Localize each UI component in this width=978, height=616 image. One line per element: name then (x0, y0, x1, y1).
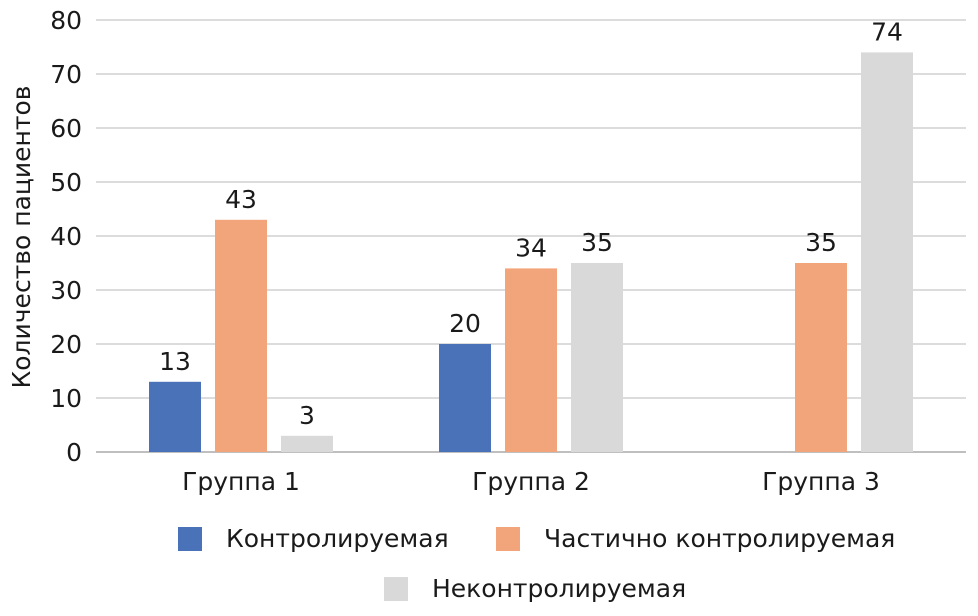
bar (571, 263, 623, 452)
bar (439, 344, 491, 452)
legend-item-controlled: Контролируемая (178, 524, 449, 553)
y-tick-label: 30 (50, 276, 82, 305)
y-tick-label: 50 (50, 168, 82, 197)
data-labels: 13 43 3 20 34 35 35 74 (159, 17, 903, 429)
data-label: 35 (805, 228, 837, 257)
legend-label-controlled: Контролируемая (226, 524, 449, 553)
x-axis-categories: Группа 1 Группа 2 Группа 3 (182, 467, 880, 496)
legend-label-uncontrolled: Неконтролируемая (432, 574, 687, 603)
y-axis-label: Количество пациентов (7, 86, 36, 389)
legend-swatch-controlled (178, 526, 202, 551)
data-label: 34 (515, 233, 547, 262)
data-label: 3 (299, 401, 315, 430)
data-label: 74 (871, 17, 903, 46)
y-tick-label: 80 (50, 6, 82, 35)
y-tick-label: 0 (66, 438, 82, 467)
legend-item-uncontrolled: Неконтролируемая (384, 574, 686, 603)
bar (795, 263, 847, 452)
data-label: 43 (225, 185, 257, 214)
bar (861, 52, 913, 453)
x-category-label: Группа 3 (762, 467, 880, 496)
bar (149, 381, 201, 452)
y-tick-label: 40 (50, 222, 82, 251)
data-label: 20 (449, 309, 481, 338)
y-axis-ticks: 0 10 20 30 40 50 60 70 80 (50, 6, 82, 467)
y-tick-label: 60 (50, 114, 82, 143)
y-tick-label: 20 (50, 330, 82, 359)
legend-swatch-uncontrolled (384, 576, 408, 601)
legend-item-partially-controlled: Частично контролируемая (496, 524, 895, 553)
bars (149, 52, 913, 453)
x-category-label: Группа 2 (472, 467, 590, 496)
y-tick-label: 10 (50, 384, 82, 413)
y-tick-label: 70 (50, 60, 82, 89)
legend-label-partially-controlled: Частично контролируемая (544, 524, 896, 553)
bar (215, 219, 267, 452)
bar (281, 435, 333, 452)
data-label: 13 (159, 347, 191, 376)
bar-chart: 0 10 20 30 40 50 60 70 80 13 43 3 20 34 35 35 74 Группа… (7, 6, 966, 496)
x-category-label: Группа 1 (182, 467, 300, 496)
data-label: 35 (581, 228, 613, 257)
legend-swatch-partially-controlled (496, 526, 520, 551)
bar (505, 268, 557, 452)
